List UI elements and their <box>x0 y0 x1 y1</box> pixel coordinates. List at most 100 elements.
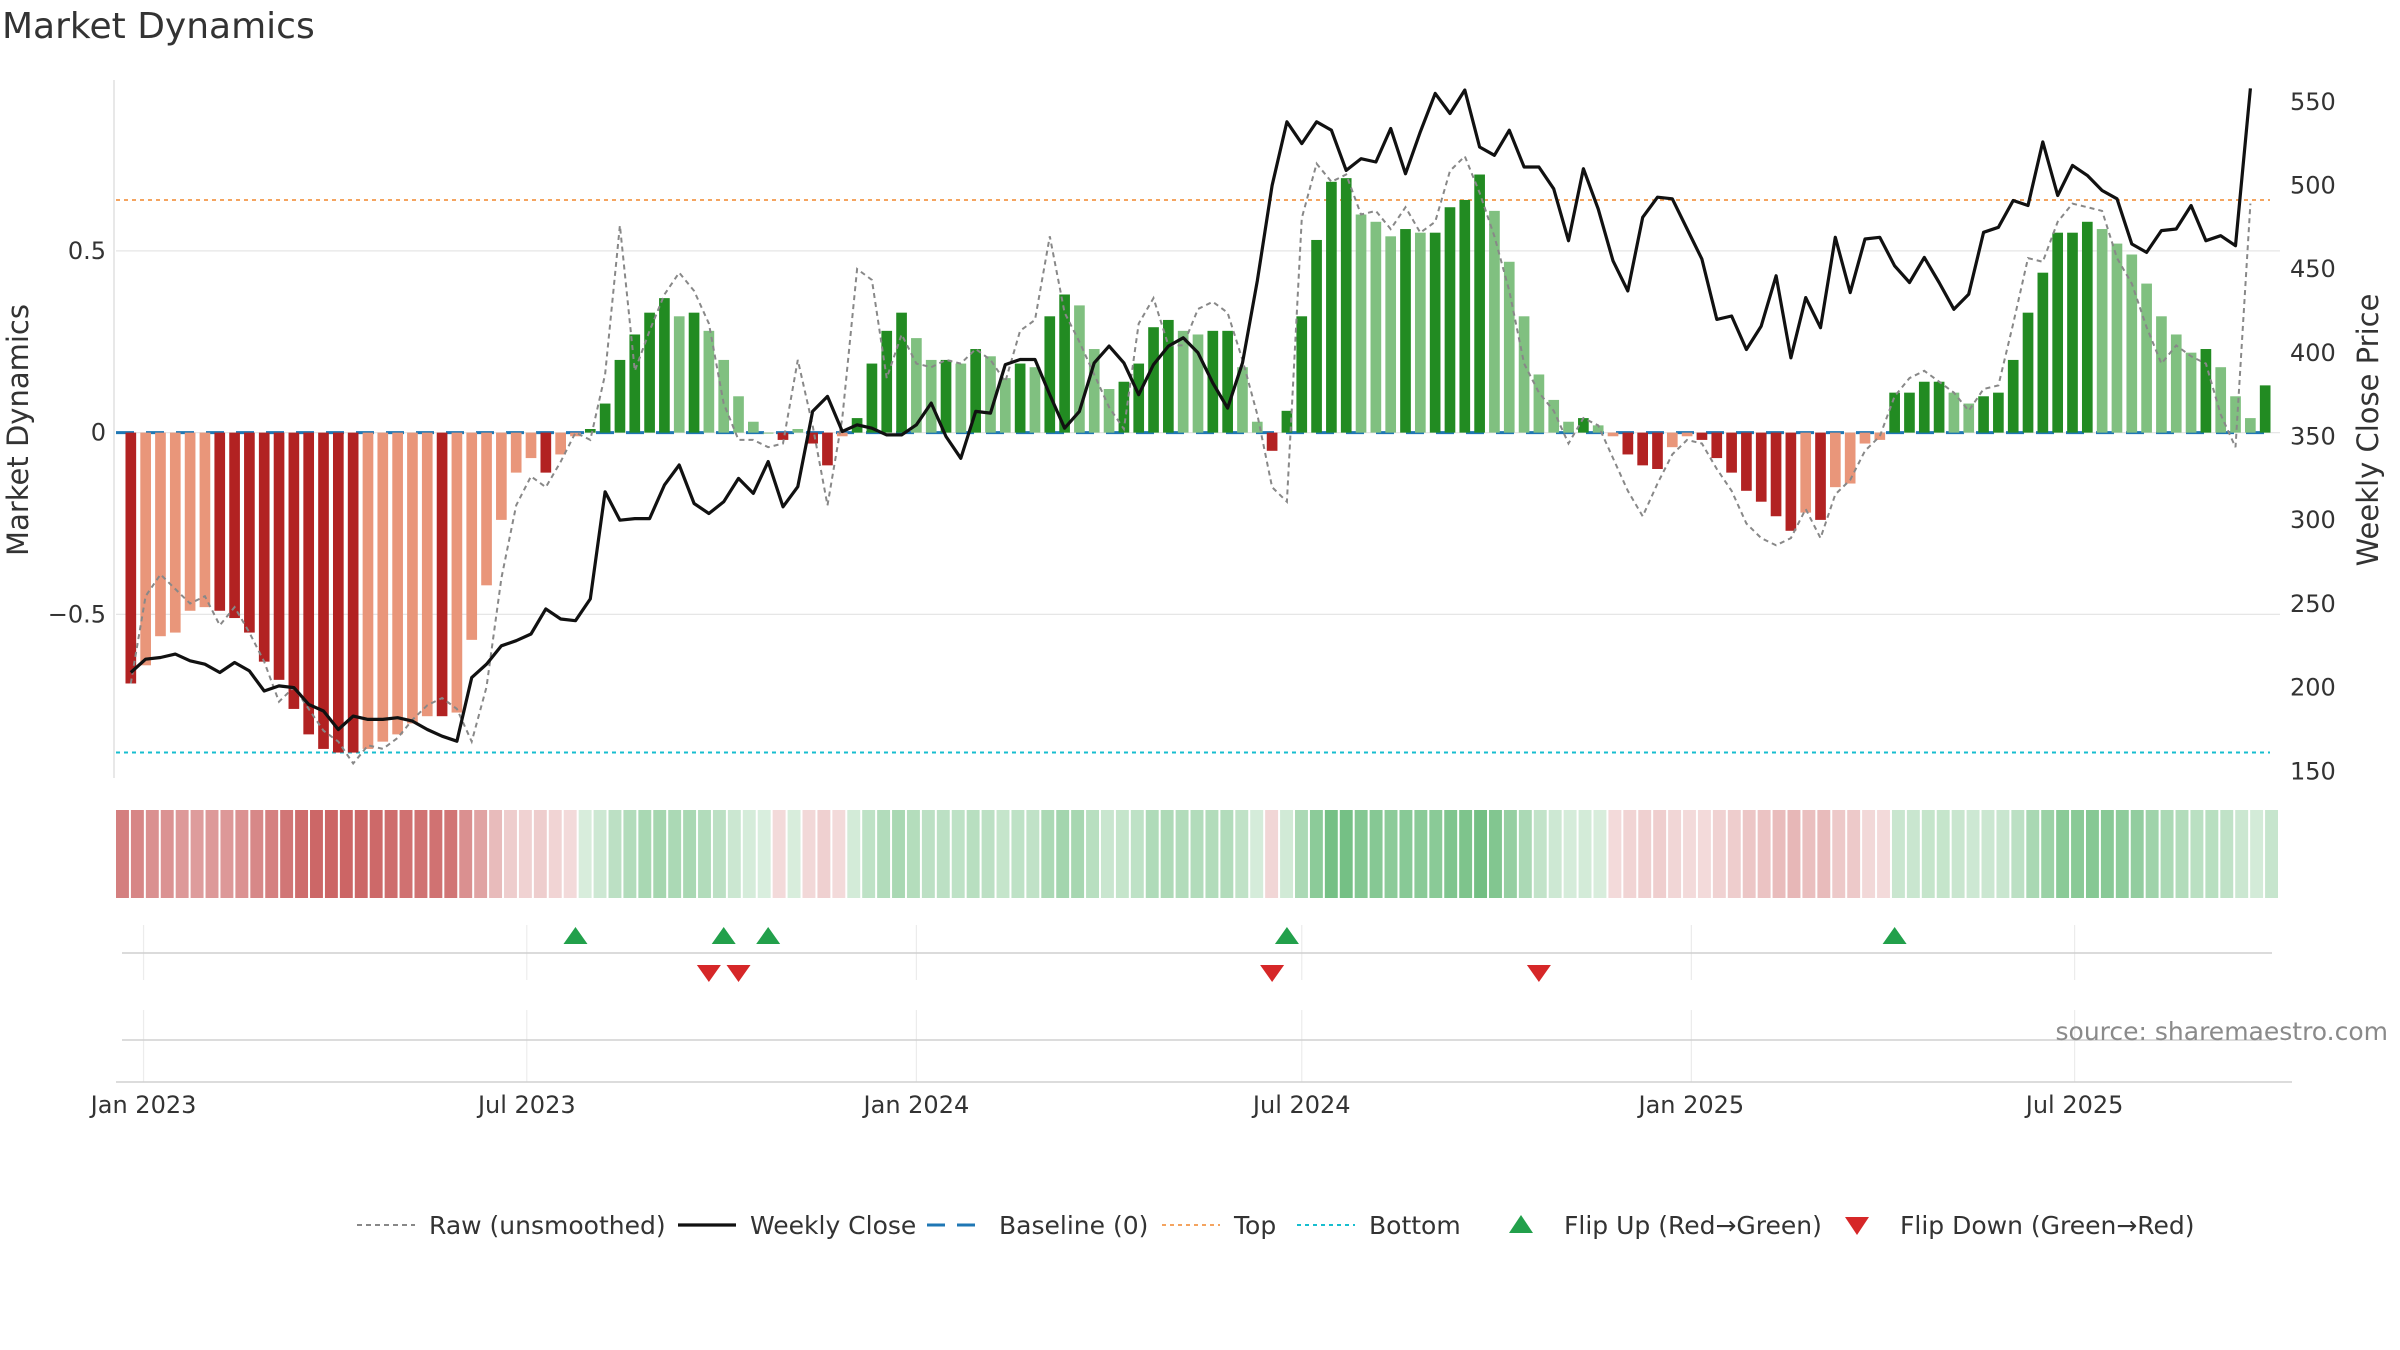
momentum-bar-142 <box>2230 396 2241 433</box>
strip-cell-84 <box>1369 810 1383 898</box>
strip-cell-95 <box>1533 810 1547 898</box>
momentum-bar-86 <box>1400 229 1411 433</box>
momentum-bar-41 <box>733 396 744 433</box>
momentum-bar-0 <box>125 432 137 684</box>
momentum-bar-117 <box>1859 432 1871 444</box>
momentum-bar-37 <box>673 316 685 433</box>
momentum-bar-131 <box>2067 232 2078 433</box>
momentum-bar-66 <box>1103 389 1115 433</box>
momentum-bar-63 <box>1059 294 1070 433</box>
momentum-bar-23 <box>466 432 478 640</box>
momentum-bar-26 <box>510 432 522 473</box>
momentum-bar-135 <box>2126 254 2138 433</box>
momentum-bar-138 <box>2170 334 2182 433</box>
x-tick-label-2: Jan 2024 <box>862 1091 970 1119</box>
y-tick-label-1: 0 <box>91 419 106 447</box>
y2-tick-label-7: 500 <box>2290 171 2336 199</box>
strip-cell-44 <box>772 810 786 898</box>
momentum-bar-105 <box>1681 432 1693 437</box>
y2-axis-label: Weekly Close Price <box>2351 294 2385 567</box>
y2-tick-label-2: 250 <box>2290 590 2336 618</box>
source-credit: source: sharemaestro.com <box>2056 1017 2389 1046</box>
strip-cell-98 <box>1578 810 1592 898</box>
strip-cell-2 <box>145 810 159 898</box>
strip-cell-31 <box>578 810 592 898</box>
strip-cell-55 <box>936 810 950 898</box>
momentum-bar-15 <box>347 432 359 753</box>
momentum-bar-22 <box>451 432 463 713</box>
strip-cell-10 <box>265 810 279 898</box>
momentum-bar-27 <box>525 432 537 459</box>
strip-cell-3 <box>160 810 174 898</box>
flip-up-marker-0 <box>563 927 588 944</box>
flip-down-marker-2 <box>1260 965 1285 982</box>
strip-cell-28 <box>533 810 547 898</box>
momentum-bar-5 <box>199 432 211 608</box>
momentum-bar-108 <box>1726 432 1737 473</box>
strip-cell-61 <box>1026 810 1040 898</box>
momentum-bar-118 <box>1874 432 1886 440</box>
close-line <box>129 88 2252 743</box>
momentum-bar-79 <box>1296 316 1308 433</box>
strip-cell-56 <box>951 810 965 898</box>
strip-cell-131 <box>2071 810 2084 898</box>
momentum-bar-95 <box>1533 374 1545 433</box>
momentum-bar-51 <box>881 330 893 433</box>
strip-cell-134 <box>2115 810 2129 898</box>
momentum-bar-128 <box>2022 312 2034 433</box>
strip-cell-53 <box>906 810 920 898</box>
momentum-bar-109 <box>1741 432 1752 491</box>
momentum-bar-144 <box>2259 385 2271 433</box>
strip-cell-50 <box>862 810 876 898</box>
momentum-bar-134 <box>2111 243 2123 433</box>
momentum-bars <box>125 174 2271 753</box>
momentum-bar-85 <box>1385 236 1397 433</box>
momentum-bar-114 <box>1815 432 1826 520</box>
momentum-bar-18 <box>392 432 403 735</box>
momentum-bar-4 <box>184 432 196 611</box>
momentum-bar-10 <box>273 432 285 680</box>
strip-cell-62 <box>1041 810 1055 898</box>
strip-cell-35 <box>638 810 652 898</box>
strip-cell-12 <box>295 810 309 898</box>
strip-cell-49 <box>847 810 861 898</box>
momentum-bar-70 <box>1163 319 1174 433</box>
x-tick-label-0: Jan 2023 <box>89 1091 197 1119</box>
strip-cell-4 <box>175 810 189 898</box>
y-tick-label-0: −0.5 <box>48 600 106 628</box>
momentum-bar-43 <box>762 432 774 434</box>
momentum-bar-67 <box>1118 381 1130 433</box>
momentum-bar-58 <box>985 356 996 433</box>
momentum-bar-74 <box>1222 330 1233 433</box>
legend-label-5: Flip Up (Red→Green) <box>1564 1211 1822 1240</box>
legend-label-6: Flip Down (Green→Red) <box>1900 1211 2195 1240</box>
momentum-bar-83 <box>1355 214 1367 433</box>
strip-cell-0 <box>116 810 129 898</box>
strip-cell-91 <box>1474 810 1488 898</box>
momentum-bar-120 <box>1904 392 1915 433</box>
momentum-bar-7 <box>229 432 240 619</box>
momentum-bar-25 <box>496 432 507 520</box>
momentum-bar-113 <box>1800 432 1812 513</box>
momentum-bar-112 <box>1785 432 1797 531</box>
strip-cell-104 <box>1668 810 1682 898</box>
legend-label-3: Top <box>1233 1211 1276 1240</box>
momentum-bar-24 <box>481 432 492 586</box>
y-tick-label-2: 0.5 <box>68 237 106 265</box>
strip-cell-39 <box>698 810 711 898</box>
strip-cell-109 <box>1742 810 1756 898</box>
strip-cell-127 <box>2011 810 2025 898</box>
momentum-bar-57 <box>970 349 982 433</box>
strip-cell-63 <box>1056 810 1070 898</box>
strip-cell-87 <box>1414 810 1428 898</box>
strip-cell-124 <box>1966 810 1980 898</box>
momentum-bar-72 <box>1192 334 1204 433</box>
momentum-bar-69 <box>1148 327 1159 433</box>
momentum-bar-88 <box>1429 232 1441 433</box>
close-series <box>129 88 2252 743</box>
momentum-bar-56 <box>955 363 967 433</box>
y2-tick-label-0: 150 <box>2290 757 2336 785</box>
strip-cell-132 <box>2085 810 2099 898</box>
strip-cell-41 <box>727 810 741 898</box>
momentum-bar-54 <box>925 359 937 433</box>
